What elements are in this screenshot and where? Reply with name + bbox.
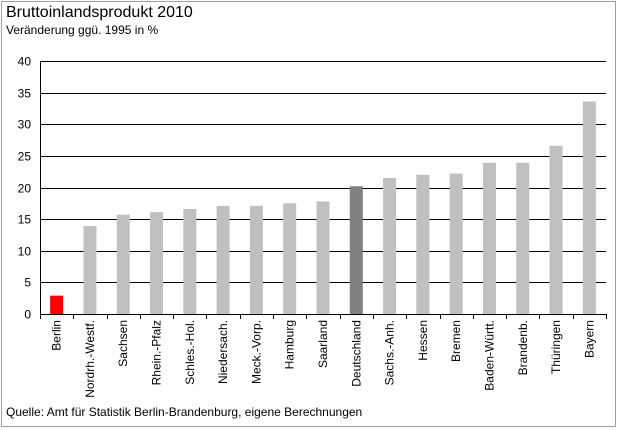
y-tick-label: 0 [24, 308, 31, 322]
x-tick-label: Deutschland [349, 320, 363, 387]
bar-thüringen [549, 145, 563, 314]
x-tick-label: Niedersach. [216, 320, 230, 384]
x-tick-label: Meck.-Vorp. [249, 320, 263, 384]
bar-schles-hol- [183, 209, 197, 314]
bar-baden-württ- [482, 162, 496, 314]
x-tick-label: Nordrh.-Westf. [83, 320, 97, 398]
x-tick-label: Sachs.-Anh. [383, 320, 397, 385]
y-tick-label: 20 [18, 182, 32, 196]
bar-hamburg [283, 203, 297, 314]
bar-brandenb- [516, 162, 530, 314]
x-tick-label: Hessen [416, 320, 430, 361]
x-tick-label: Saarland [316, 320, 330, 368]
y-tick-label: 30 [18, 118, 32, 132]
y-tick-label: 35 [18, 87, 32, 101]
bar-meck-vorp- [249, 205, 263, 314]
x-tick-label: Sachsen [116, 320, 130, 367]
bar-nordrh-westf- [83, 226, 97, 314]
y-tick-label: 25 [18, 150, 32, 164]
x-tick-label: Bremen [449, 320, 463, 362]
bar-bremen [449, 173, 463, 314]
bar-rhein-pfalz [150, 212, 164, 314]
x-tick-label: Berlin [50, 320, 64, 351]
x-tick-label: Schles.-Hol. [183, 320, 197, 385]
bar-berlin [50, 295, 64, 314]
x-tick-label: Thüringen [549, 320, 563, 374]
bar-hessen [416, 174, 430, 314]
x-tick-label: Hamburg [283, 320, 297, 369]
bar-sachsen [116, 214, 130, 314]
bar-saarland [316, 201, 330, 314]
chart-subtitle: Veränderung ggü. 1995 in % [6, 23, 159, 37]
x-tick-label: Brandenb. [516, 320, 530, 375]
y-tick-label: 5 [24, 276, 31, 290]
bar-deutschland [349, 186, 363, 314]
bar-niedersach- [216, 205, 230, 314]
x-tick-label: Rhein.-Pfalz [150, 320, 164, 385]
x-tick-label: Baden-Württ. [482, 320, 496, 391]
chart-title: Bruttoinlandsprodukt 2010 [6, 4, 193, 21]
y-tick-label: 15 [18, 213, 32, 227]
bar-sachs-anh- [383, 178, 397, 314]
y-tick-label: 10 [18, 245, 32, 259]
source-note: Quelle: Amt für Statistik Berlin-Branden… [6, 405, 363, 419]
x-tick-label: Bayern [582, 320, 596, 358]
bar-bayern [582, 101, 596, 314]
y-tick-label: 40 [18, 55, 32, 69]
